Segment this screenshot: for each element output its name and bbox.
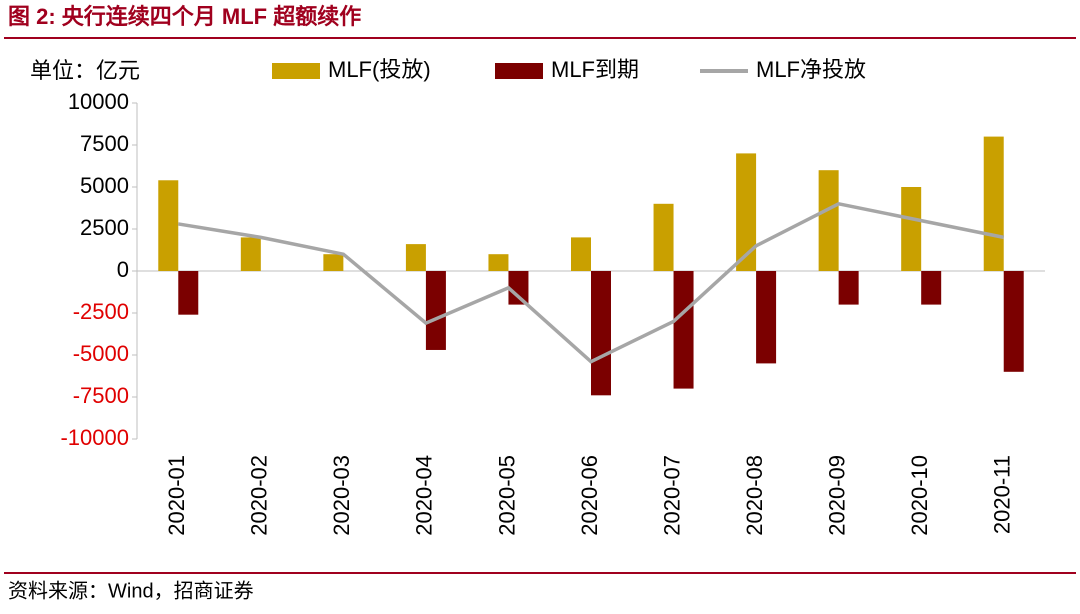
bar — [756, 271, 777, 364]
bar — [818, 170, 839, 271]
source: 资料来源：Wind，招商证券 — [8, 579, 254, 602]
bar — [653, 203, 674, 271]
y-tick-label: -5000 — [73, 341, 129, 366]
bar — [591, 271, 611, 396]
x-tick-label: 2020-04 — [412, 455, 437, 536]
bar — [158, 180, 179, 271]
bar — [838, 271, 859, 305]
bar — [1003, 271, 1024, 372]
legend-label: MLF到期 — [551, 57, 639, 82]
bar — [425, 271, 446, 350]
y-tick-label: -10000 — [60, 425, 129, 450]
legend-swatch — [272, 63, 320, 79]
bar — [240, 237, 261, 271]
bar — [571, 237, 591, 271]
y-tick-label: -2500 — [73, 299, 129, 324]
bar — [178, 271, 199, 315]
y-tick-label: 7500 — [80, 131, 129, 156]
bar — [405, 244, 426, 271]
x-tick-label: 2020-11 — [990, 455, 1015, 534]
legend-swatch — [495, 63, 543, 79]
x-tick-label: 2020-08 — [742, 455, 767, 536]
bar — [673, 271, 694, 389]
y-tick-label: 5000 — [80, 173, 129, 198]
legend-label: MLF净投放 — [756, 57, 866, 82]
bar — [508, 271, 529, 305]
y-tick-label: -7500 — [73, 383, 129, 408]
bar — [921, 271, 942, 305]
bar — [983, 136, 1004, 271]
x-tick-label: 2020-06 — [577, 455, 602, 536]
x-tick-label: 2020-09 — [824, 455, 849, 536]
y-tick-label: 10000 — [68, 89, 129, 114]
x-tick-label: 2020-01 — [164, 455, 189, 536]
chart-title: 图 2: 央行连续四个月 MLF 超额续作 — [8, 4, 361, 29]
y-tick-label: 0 — [117, 257, 129, 282]
bar — [323, 254, 344, 271]
bar — [488, 254, 509, 271]
y-tick-label: 2500 — [80, 215, 129, 240]
unit-label: 单位：亿元 — [30, 58, 140, 83]
bar — [901, 187, 922, 271]
legend-label: MLF(投放) — [328, 57, 431, 82]
x-tick-label: 2020-02 — [247, 455, 272, 536]
x-tick-label: 2020-10 — [907, 455, 932, 536]
x-tick-label: 2020-05 — [494, 455, 519, 536]
x-tick-label: 2020-07 — [659, 455, 684, 536]
bar — [736, 153, 757, 271]
line — [177, 201, 1005, 364]
x-tick-label: 2020-03 — [329, 455, 354, 536]
